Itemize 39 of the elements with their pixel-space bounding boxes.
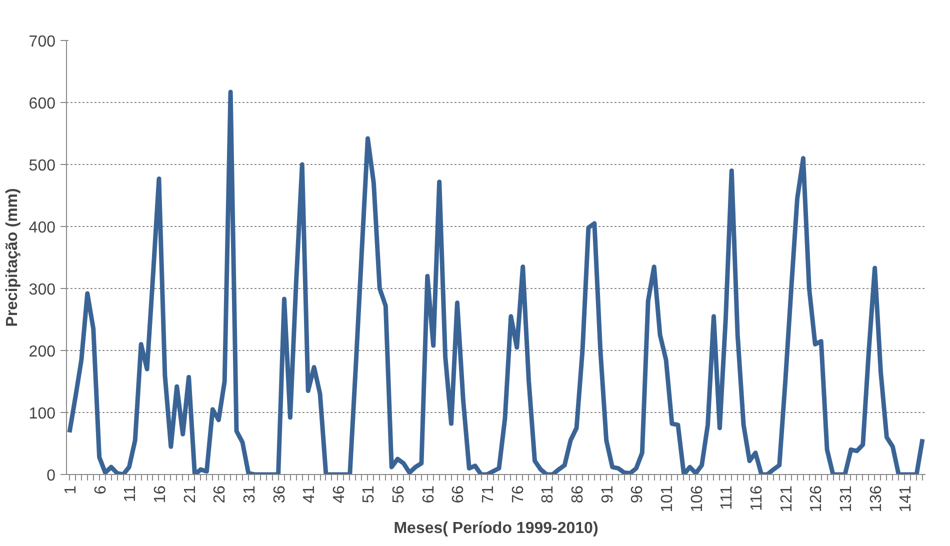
x-tick-label: 126: [808, 485, 826, 512]
x-tick-label: 76: [510, 485, 527, 504]
x-tick-label: 41: [301, 485, 318, 504]
x-tick-label: 61: [420, 485, 438, 504]
x-tick-label: 131: [838, 485, 855, 512]
y-tick-label: 500: [28, 158, 56, 174]
x-tick-label: 121: [778, 485, 796, 512]
x-tick-label: 66: [450, 485, 468, 504]
x-tick-label: 136: [868, 485, 885, 512]
y-tick-label: 100: [28, 406, 56, 422]
y-tick-label: 200: [28, 344, 56, 360]
x-tick-label: 1: [62, 485, 80, 494]
x-axis-title: Meses( Período 1999-2010): [394, 520, 598, 538]
x-tick-label: 141: [898, 485, 915, 512]
x-tick-label: 11: [122, 485, 140, 502]
y-tick-label: 0: [46, 468, 56, 484]
x-tick-label: 46: [330, 485, 348, 504]
x-tick-label: 101: [659, 485, 676, 512]
y-tick-label: 600: [28, 96, 56, 112]
y-tick-label: 300: [28, 282, 56, 298]
y-tick-label: 400: [28, 220, 56, 236]
x-tick-label: 31: [241, 485, 258, 504]
x-tick-label: 26: [212, 485, 229, 504]
x-tick-label: 21: [182, 485, 199, 504]
x-tick-label: 16: [152, 485, 169, 504]
y-tick-label: 700: [28, 34, 56, 50]
x-tick-label: 81: [540, 485, 557, 504]
x-tick-label: 36: [271, 485, 288, 504]
x-tick-label: 111: [718, 485, 736, 510]
x-tick-label: 56: [390, 485, 408, 504]
x-tick-label: 86: [570, 485, 587, 504]
x-tick-label: 116: [748, 485, 766, 512]
x-tick-label: 6: [92, 485, 110, 494]
x-tick-label: 91: [599, 485, 616, 504]
x-tick-label: 96: [629, 485, 646, 504]
x-tick-label: 71: [480, 485, 498, 504]
x-tick-label: 51: [360, 485, 378, 504]
x-tick-label: 106: [688, 485, 706, 512]
y-axis-title: Precipitação (mm): [4, 188, 21, 327]
